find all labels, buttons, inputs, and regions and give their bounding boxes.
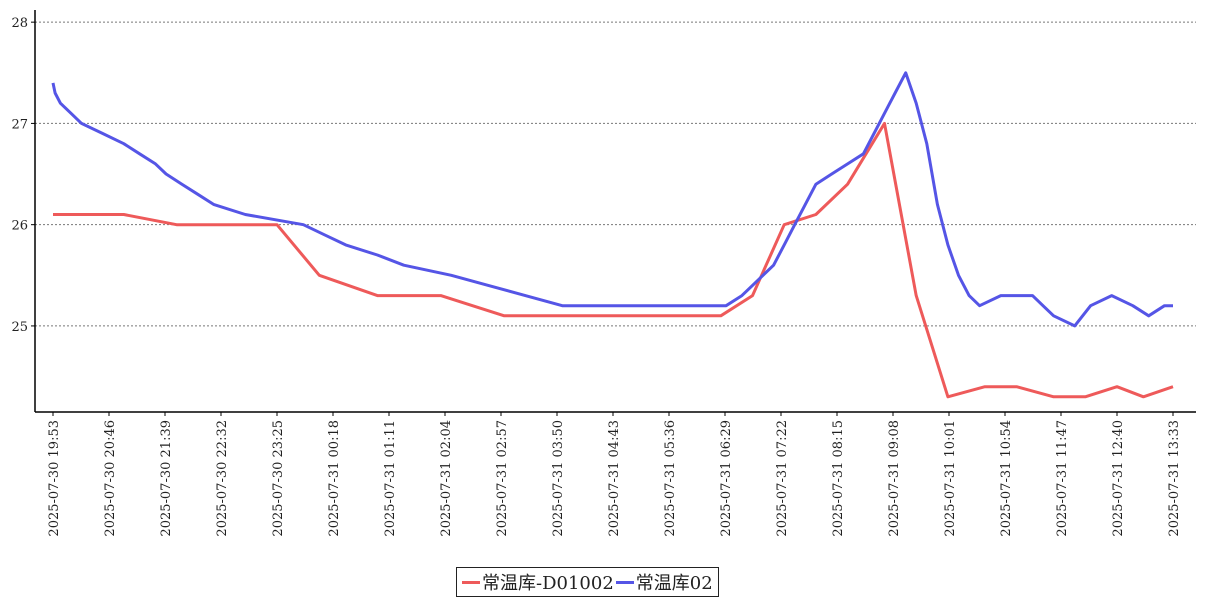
series-lines xyxy=(51,71,1174,399)
legend: 常温库-D01002 常温库02 xyxy=(456,567,719,597)
legend-swatch-series-1 xyxy=(462,580,480,584)
x-tick-label: 2025-07-31 08:15 xyxy=(831,420,846,537)
x-tick-label: 2025-07-31 09:08 xyxy=(887,420,902,537)
x-tick-label: 2025-07-31 05:36 xyxy=(663,420,678,537)
x-tick-label: 2025-07-31 00:18 xyxy=(327,420,342,537)
axes xyxy=(34,10,1196,413)
x-tick-label: 2025-07-31 12:40 xyxy=(1111,420,1126,537)
series-line-2 xyxy=(51,71,1173,328)
x-tick-label: 2025-07-31 06:29 xyxy=(719,420,734,537)
legend-label-series-1: 常温库-D01002 xyxy=(482,573,614,594)
y-tick-label: 28 xyxy=(11,16,28,31)
x-tick-label: 2025-07-31 01:11 xyxy=(383,420,398,537)
x-tick-label: 2025-07-30 21:39 xyxy=(159,420,174,537)
legend-label-series-2: 常温库02 xyxy=(635,573,713,594)
legend-swatch-series-2 xyxy=(615,580,634,584)
x-tick-label: 2025-07-31 07:22 xyxy=(775,420,790,537)
x-tick-label: 2025-07-31 02:04 xyxy=(439,420,454,537)
y-tick-label: 27 xyxy=(11,117,28,132)
x-tick-label: 2025-07-30 20:46 xyxy=(103,420,118,537)
x-tick-label: 2025-07-31 10:01 xyxy=(943,420,958,537)
x-tick-label: 2025-07-31 02:57 xyxy=(495,420,510,537)
y-tick-labels: 25 26 27 28 xyxy=(11,16,35,335)
legend-item-series-2[interactable]: 常温库02 xyxy=(615,569,713,595)
y-tick-label: 25 xyxy=(11,320,28,335)
x-tick-label: 2025-07-31 10:54 xyxy=(999,420,1014,537)
legend-item-series-1[interactable]: 常温库-D01002 xyxy=(462,569,614,595)
y-tick-label: 26 xyxy=(11,219,28,234)
x-tick-label: 2025-07-30 19:53 xyxy=(47,420,62,537)
grid-lines xyxy=(35,21,1196,327)
x-tick-label: 2025-07-31 13:33 xyxy=(1167,420,1182,537)
x-tick-label: 2025-07-30 23:25 xyxy=(271,420,286,537)
x-tick-labels: 2025-07-30 19:53 2025-07-30 20:46 2025-07-… xyxy=(47,412,1182,537)
series-line-1 xyxy=(53,121,1174,399)
x-tick-label: 2025-07-31 11:47 xyxy=(1055,420,1070,537)
x-tick-label: 2025-07-30 22:32 xyxy=(215,420,230,537)
x-tick-label: 2025-07-31 03:50 xyxy=(551,420,566,537)
x-tick-label: 2025-07-31 04:43 xyxy=(607,420,622,537)
